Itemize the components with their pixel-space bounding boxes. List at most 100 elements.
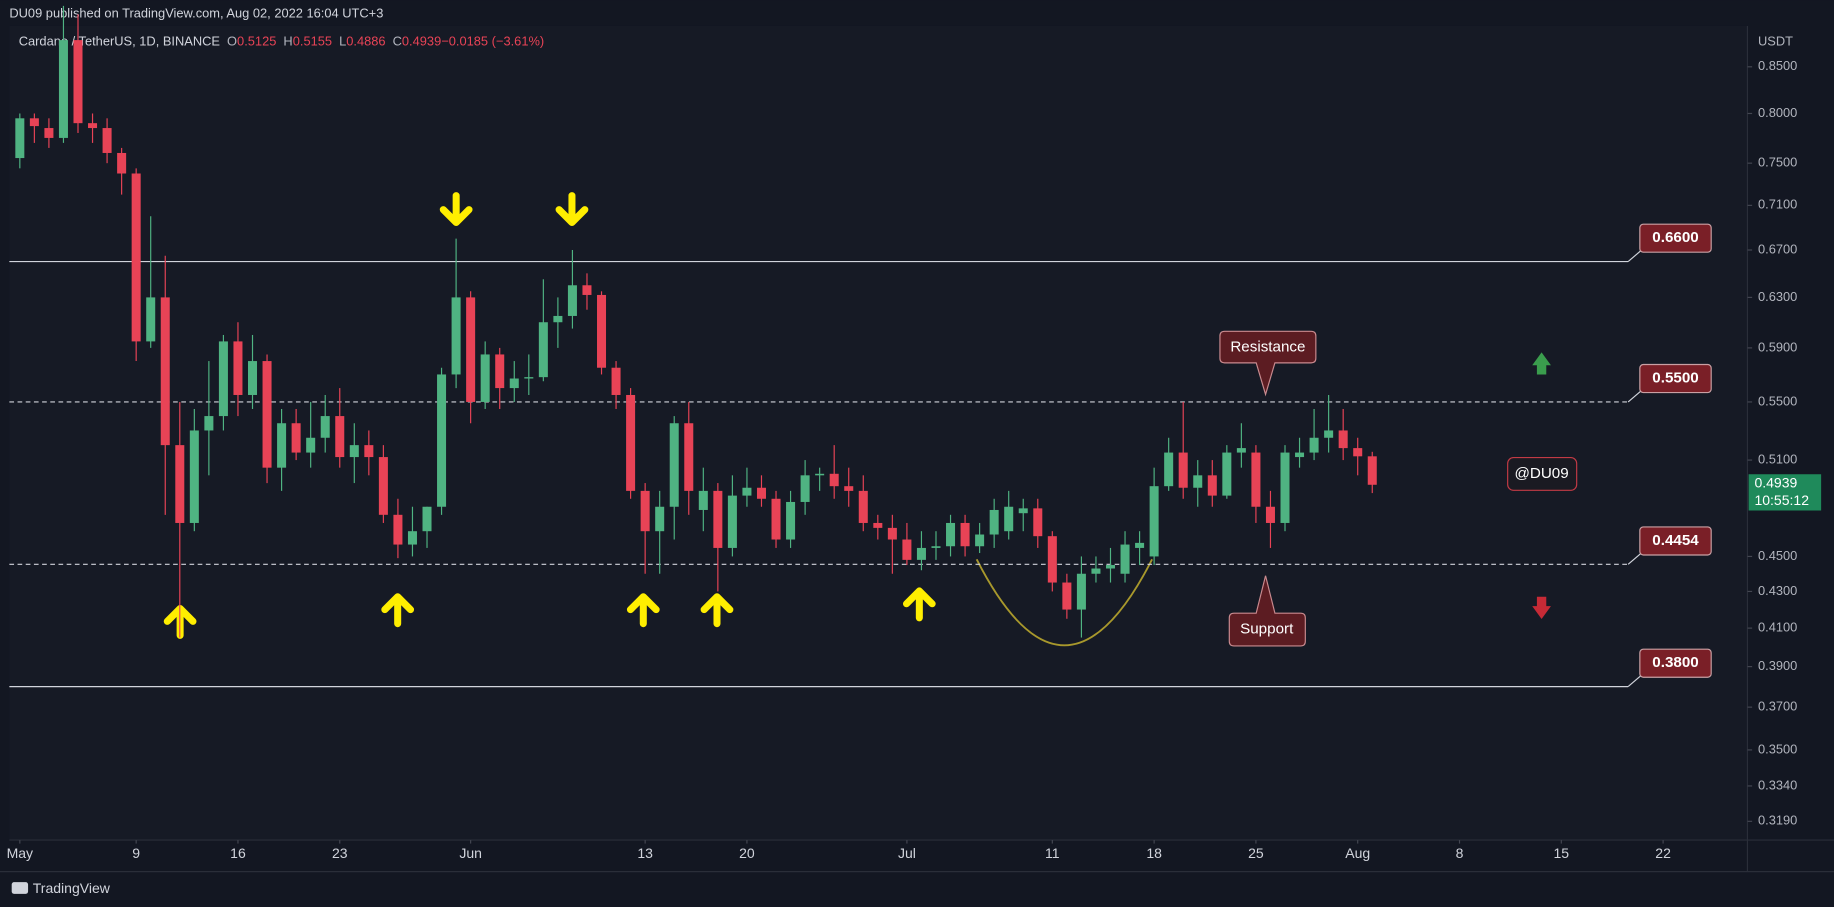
candle-body <box>189 430 199 523</box>
level-label: 0.6600 <box>1652 229 1698 246</box>
candle-body <box>29 118 39 127</box>
candle-body <box>1295 452 1305 458</box>
candle-body <box>1120 544 1130 574</box>
candle-body <box>786 501 796 540</box>
candle-body <box>1338 430 1348 449</box>
symbol: Cardano / TetherUS, 1D, BINANCE <box>19 34 221 49</box>
x-tick-label: 23 <box>332 845 348 861</box>
candle-body <box>567 285 577 316</box>
y-tick-label: 0.6300 <box>1758 289 1797 304</box>
candle-body <box>829 473 839 487</box>
candle-body <box>1353 448 1363 457</box>
candle-body <box>1367 456 1377 485</box>
candle-body <box>727 495 737 548</box>
candle-body <box>887 527 897 540</box>
arrow-up <box>902 587 936 622</box>
candle-body <box>669 423 679 507</box>
cup-curve <box>975 558 1153 647</box>
arrow-shape <box>700 593 734 628</box>
candle-body <box>684 423 694 491</box>
x-tick-label: 8 <box>1456 845 1464 861</box>
candle-body <box>1062 582 1072 610</box>
x-tick-label: 18 <box>1146 845 1162 861</box>
arrow-down <box>555 192 589 227</box>
candle-body <box>306 437 316 453</box>
x-tick-label: Aug <box>1345 845 1370 861</box>
arrow-shape <box>902 587 936 622</box>
x-tick-label: 16 <box>230 845 246 861</box>
candle-body <box>975 534 985 547</box>
candle-body <box>1207 475 1217 496</box>
y-tick-label: 0.5100 <box>1758 451 1797 466</box>
candle-body <box>378 457 388 515</box>
footer-logo <box>11 882 29 894</box>
candle-body <box>1236 448 1246 453</box>
candle-body <box>524 377 534 379</box>
candle-body <box>364 445 374 458</box>
legend-item: 0.5155 <box>293 34 332 49</box>
candle-body <box>611 367 621 395</box>
legend-item: C <box>393 34 402 49</box>
ohlc-legend: Cardano / TetherUS, 1D, BINANCE O0.5125 H0… <box>19 34 544 49</box>
x-tick-label: 9 <box>132 845 140 861</box>
candle-body <box>873 522 883 528</box>
candle-body <box>960 522 970 547</box>
level-label: 0.3800 <box>1652 654 1698 671</box>
bull-arrow <box>1532 352 1551 375</box>
last-price-box <box>1748 474 1822 511</box>
candle-body <box>88 123 98 129</box>
candle-body <box>393 514 403 545</box>
candle-body <box>698 490 708 510</box>
arrow-shape <box>439 192 473 227</box>
countdown-label: 10:55:12 <box>1754 492 1809 508</box>
legend-item: O <box>227 34 237 49</box>
y-tick-label: 0.8500 <box>1758 58 1797 73</box>
x-tick-label: 20 <box>739 845 755 861</box>
candle-body <box>844 486 854 491</box>
publish-header: DU09 published on TradingView.com, Aug 0… <box>9 6 383 21</box>
y-tick-label: 0.6700 <box>1758 241 1797 256</box>
candle-body <box>422 506 432 532</box>
candle-body <box>407 531 417 545</box>
candle-body <box>538 322 548 378</box>
candle-body <box>15 118 25 159</box>
candle-body <box>1105 565 1116 569</box>
candle-body <box>1178 452 1188 488</box>
support-label: Support <box>1240 621 1294 638</box>
candle-body <box>277 423 287 468</box>
legend-item: 0.5125 <box>237 34 276 49</box>
candle-body <box>916 547 926 560</box>
x-tick-label: 22 <box>1655 845 1671 861</box>
candle-body <box>437 374 447 507</box>
candle-body <box>771 498 781 540</box>
y-tick-label: 0.7100 <box>1758 197 1797 212</box>
x-tick-label: 15 <box>1554 845 1570 861</box>
candle-body <box>247 361 258 395</box>
footer-text: TradingView <box>33 880 111 896</box>
level-box <box>1639 363 1712 394</box>
level-box <box>1639 223 1712 253</box>
candle-body <box>233 341 243 395</box>
candle-body <box>58 40 68 138</box>
candle-body <box>553 315 563 323</box>
candle-body <box>73 40 83 124</box>
candle-body <box>655 506 665 532</box>
author-box <box>1507 457 1578 491</box>
x-tick-label: 25 <box>1248 845 1264 861</box>
candle-body <box>1164 452 1174 487</box>
arrow-shape <box>555 192 589 227</box>
candle-body <box>131 173 141 342</box>
candle-body <box>495 354 505 389</box>
candle-body <box>1047 536 1057 583</box>
last-price-label: 0.4939 <box>1754 474 1797 490</box>
candle-body <box>597 294 607 368</box>
candle-body <box>713 490 723 548</box>
y-tick-label: 0.3700 <box>1758 699 1797 714</box>
logo-icon <box>11 882 29 894</box>
y-tick-label: 0.4300 <box>1758 583 1797 598</box>
bear-arrow <box>1532 596 1551 620</box>
x-tick-label: Jun <box>459 845 482 861</box>
arrow-up <box>381 593 415 628</box>
y-tick-label: 0.3500 <box>1758 741 1797 756</box>
